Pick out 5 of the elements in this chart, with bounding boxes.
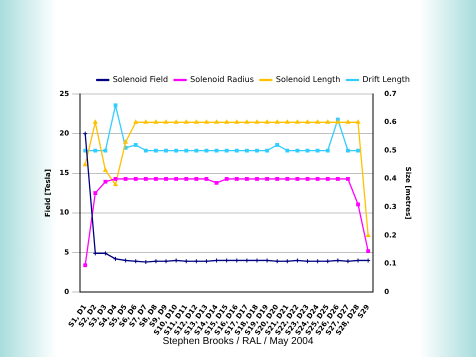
- legend-label: Solenoid Length: [276, 75, 340, 84]
- legend-label: Solenoid Field: [112, 75, 168, 84]
- legend-label: Drift Length: [362, 75, 410, 84]
- legend-label: Solenoid Radius: [190, 75, 254, 84]
- text: Stephen Brooks / RAL / May 2004: [162, 336, 314, 347]
